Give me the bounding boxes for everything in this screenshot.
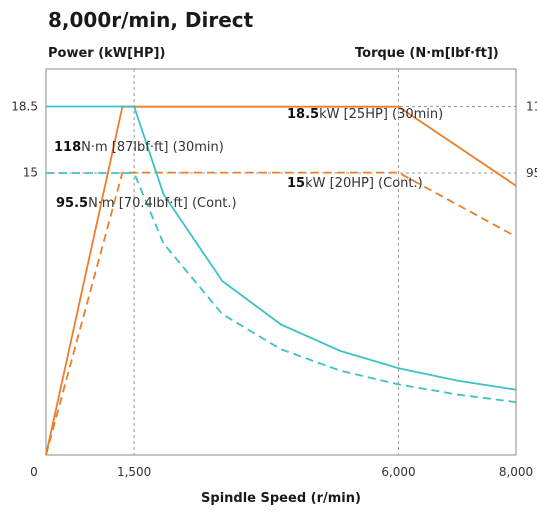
- torque-dashed-line: [46, 172, 517, 403]
- left-axis-label: Power (kW[HP]): [48, 46, 165, 61]
- chart-title: 8,000r/min, Direct: [48, 8, 254, 32]
- power-dashed-line: [45, 171, 517, 456]
- right-tick-label: 95.5: [526, 166, 537, 180]
- annotation-power-cont: 15kW [20HP] (Cont.): [287, 176, 423, 191]
- x-tick-label: 8,000: [499, 465, 533, 479]
- x-axis-label: Spindle Speed (r/min): [201, 491, 361, 506]
- torque-solid-line: [46, 105, 517, 391]
- plot-frame: [45, 68, 517, 456]
- left-tick-label: 18.5: [11, 100, 38, 114]
- x-tick-label: 6,000: [381, 465, 415, 479]
- power-solid-line: [45, 105, 517, 456]
- annotation-torque-30min: 118N·m [87lbf·ft] (30min): [54, 140, 224, 155]
- right-tick-label: 118: [526, 100, 537, 114]
- right-axis-label: Torque (N·m[lbf·ft]): [355, 46, 499, 61]
- left-tick-label: 15: [23, 166, 38, 180]
- x-tick-label: 0: [30, 465, 38, 479]
- annotation-torque-cont: 95.5N·m [70.4lbf·ft] (Cont.): [56, 196, 237, 211]
- annotation-power-30min: 18.5kW [25HP] (30min): [287, 107, 443, 122]
- x-tick-label: 1,500: [117, 465, 151, 479]
